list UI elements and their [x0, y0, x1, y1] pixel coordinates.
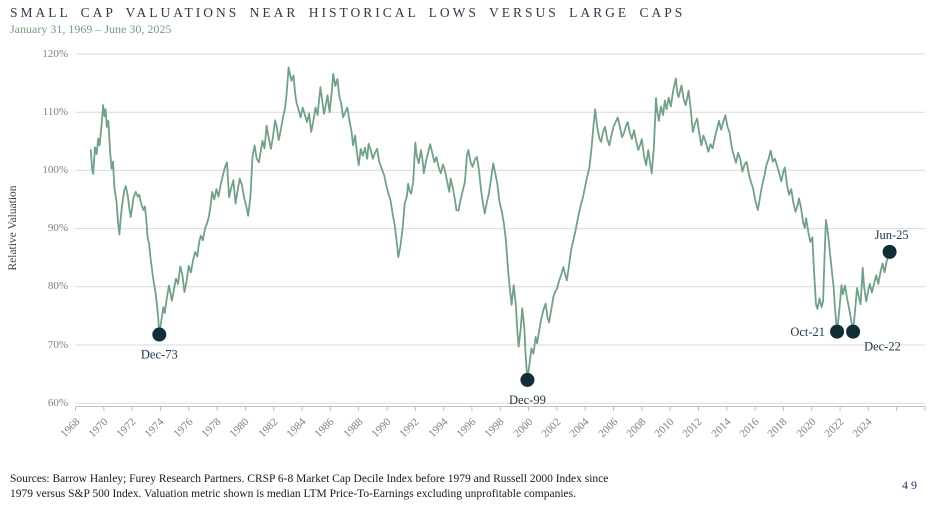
- annotation-label-oct-21: Oct-21: [790, 325, 825, 339]
- y-tick-label: 80%: [47, 280, 68, 293]
- data-point-marker-jun-25: [882, 244, 897, 259]
- source-note-line2: 1979 versus S&P 500 Index. Valuation met…: [10, 488, 577, 500]
- data-point-marker-oct-21: [830, 324, 845, 339]
- data-point-marker-dec-73: [152, 327, 167, 342]
- y-tick-label: 90%: [47, 222, 68, 235]
- y-tick-label: 120%: [42, 47, 68, 60]
- annotation-label-dec-22: Dec-22: [864, 340, 901, 354]
- line-chart-plot-area: Dec-73 Dec-99 Oct-21 Dec-22 Jun-25: [75, 53, 926, 411]
- source-note: Sources: Barrow Hanley; Furey Research P…: [10, 472, 608, 502]
- chart-title: SMALL CAP VALUATIONS NEAR HISTORICAL LOW…: [10, 5, 686, 20]
- y-tick-label: 60%: [47, 396, 68, 409]
- source-note-line1: Sources: Barrow Hanley; Furey Research P…: [10, 473, 609, 485]
- page-number: 49: [902, 478, 920, 492]
- annotation-label-dec-73: Dec-73: [141, 348, 178, 362]
- chart-date-range: January 31, 1969 – June 30, 2025: [10, 22, 172, 36]
- annotation-label-jun-25: Jun-25: [875, 228, 909, 242]
- data-point-marker-dec-22: [846, 324, 861, 339]
- y-tick-label: 110%: [42, 105, 68, 118]
- annotation-label-dec-99: Dec-99: [509, 393, 546, 407]
- data-point-marker-dec-99: [520, 372, 535, 387]
- valuation-line-series: [89, 66, 891, 381]
- y-tick-label: 100%: [42, 163, 68, 176]
- y-tick-label: 70%: [47, 338, 68, 351]
